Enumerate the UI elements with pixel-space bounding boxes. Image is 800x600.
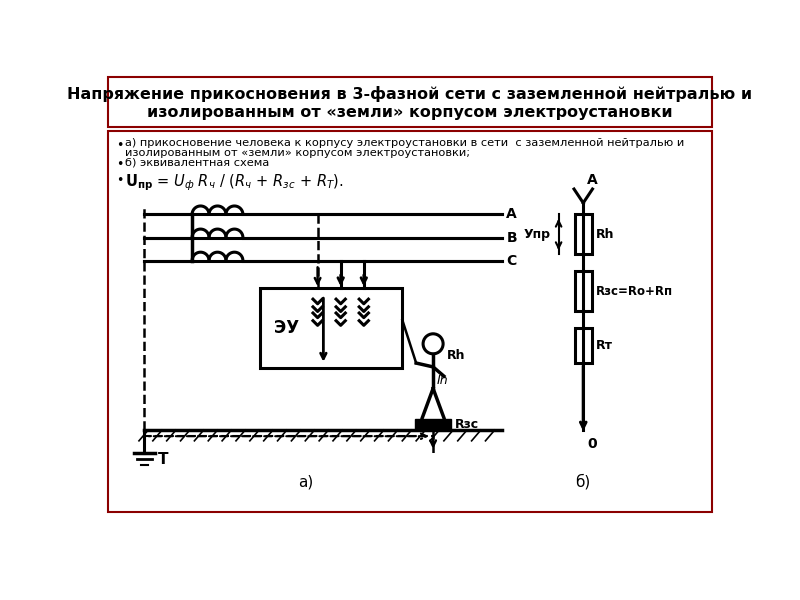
Text: Т: Т [158,452,169,467]
Text: б) эквивалентная схема: б) эквивалентная схема [125,157,270,167]
Text: А: А [506,208,517,221]
Text: А: А [587,173,598,187]
Bar [574,328,592,363]
Text: •: • [116,173,123,187]
Text: Rзс=Ro+Rп: Rзс=Ro+Rп [595,285,673,298]
Text: а): а) [298,474,314,489]
Text: •: • [116,158,123,171]
Text: С: С [506,254,517,268]
Text: •: • [116,139,123,152]
Text: Ih: Ih [437,374,449,387]
Text: В: В [506,230,517,245]
Text: Напряжение прикосновения в 3-фазной сети с заземленной нейтралью и: Напряжение прикосновения в 3-фазной сети… [67,86,753,101]
Bar [108,77,712,127]
Text: ЭУ: ЭУ [274,319,299,337]
Bar [108,131,712,512]
Text: изолированным от «земли» корпусом электроустановки: изолированным от «земли» корпусом электр… [147,104,673,119]
Text: Упр: Упр [524,228,551,241]
Text: изолированным от «земли» корпусом электроустановки;: изолированным от «земли» корпусом электр… [125,148,470,158]
Text: Rт: Rт [595,339,613,352]
Text: а) прикосновение человека к корпусу электроустановки в сети  с заземленной нейтр: а) прикосновение человека к корпусу элек… [125,138,684,148]
Text: Rh: Rh [447,349,466,362]
Text: Rзс: Rзс [454,418,478,431]
Bar [574,214,592,254]
Text: Rh: Rh [595,228,614,241]
Text: $\mathbf{U_{пр}}$ = $U_{ф}$ $R_{ч}$ / ($R_{ч}$ + $R_{зс}$ + $R_{Т}$).: $\mathbf{U_{пр}}$ = $U_{ф}$ $R_{ч}$ / ($… [125,172,344,193]
Bar [574,271,592,311]
Bar [260,287,402,368]
Text: б): б) [576,474,591,490]
Text: 0: 0 [587,437,597,451]
Bar [415,419,451,430]
